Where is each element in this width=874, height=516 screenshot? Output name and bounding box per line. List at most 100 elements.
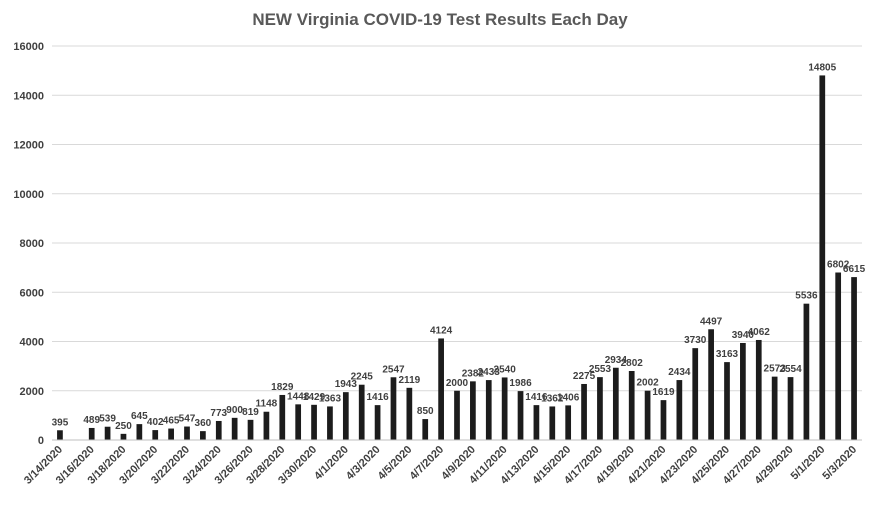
bar-26: [470, 381, 476, 440]
data-label-30: 1416: [525, 392, 548, 403]
x-tick-label-12: 4/7/2020: [407, 444, 446, 483]
data-label-5: 645: [131, 411, 148, 422]
data-label-48: 14805: [808, 62, 836, 73]
bar-21: [390, 377, 397, 440]
data-label-41: 4497: [700, 316, 723, 327]
bar-37: [644, 390, 651, 440]
y-tick-label-6: 12000: [13, 140, 44, 152]
x-tick-label-9: 4/1/2020: [312, 444, 351, 483]
data-label-39: 2434: [668, 367, 691, 378]
bar-43: [740, 342, 746, 440]
bars: [57, 75, 857, 440]
y-axis-ticks: 0 2000 4000 6000 8000 10000 12000 14000 16000: [13, 41, 44, 447]
bar-2: [88, 427, 95, 440]
bar-30: [533, 405, 540, 440]
bar-17: [327, 406, 333, 440]
y-tick-label-3: 6000: [20, 287, 44, 299]
y-tick-label-4: 8000: [20, 238, 44, 250]
y-tick-label-5: 10000: [13, 189, 44, 201]
data-label-45: 2573: [764, 364, 787, 375]
bar-12: [247, 419, 254, 440]
data-label-20: 1416: [366, 392, 389, 403]
bar-29: [517, 391, 524, 440]
bar-28: [501, 377, 508, 440]
bar-39: [676, 380, 683, 440]
data-label-38: 1619: [652, 387, 675, 398]
data-label-4: 250: [115, 421, 132, 432]
bar-40: [692, 348, 699, 440]
chart-title: NEW Virginia COVID-19 Test Results Each …: [252, 10, 628, 29]
bar-41: [708, 329, 714, 440]
bar-3: [104, 426, 111, 440]
bar-23: [422, 419, 429, 440]
gridlines: [52, 45, 862, 392]
data-label-24: 4124: [430, 325, 453, 336]
data-label-10: 773: [210, 408, 227, 419]
data-label-36: 2802: [621, 358, 644, 369]
bar-10: [215, 420, 222, 440]
bar-18: [342, 392, 349, 440]
x-axis-ticks: 3/14/20203/16/20203/18/20203/20/20203/22…: [22, 444, 859, 487]
x-tick-label-11: 4/5/2020: [376, 444, 415, 483]
data-label-18: 1943: [335, 379, 358, 390]
bar-19: [358, 384, 365, 440]
bar-15: [295, 404, 302, 440]
data-label-13: 1148: [256, 399, 278, 410]
data-label-50: 6615: [843, 264, 866, 275]
y-tick-label-8: 16000: [13, 41, 44, 53]
bar-47: [803, 303, 810, 440]
data-label-19: 2245: [351, 372, 374, 383]
data-label-35: 2934: [605, 355, 628, 366]
data-label-34: 2553: [589, 364, 612, 375]
bar-44: [755, 339, 762, 440]
y-tick-label-7: 14000: [13, 90, 44, 102]
data-label-40: 3730: [684, 335, 707, 346]
bar-45: [771, 376, 778, 440]
bar-27: [485, 380, 492, 440]
data-label-8: 547: [179, 414, 196, 425]
bar-6: [152, 430, 159, 440]
data-label-16: 1429: [303, 392, 326, 403]
data-label-47: 5536: [795, 291, 818, 302]
bar-20: [374, 405, 381, 440]
data-label-12: 819: [242, 407, 259, 418]
x-tick-label-25: 5/3/2020: [820, 444, 859, 483]
data-label-0: 395: [52, 417, 69, 428]
bar-11: [231, 417, 238, 440]
bar-32: [565, 405, 572, 440]
bar-7: [168, 428, 174, 440]
data-label-37: 2002: [636, 378, 659, 389]
data-label-46: 2554: [779, 364, 802, 375]
bar-4: [120, 433, 127, 440]
bar-16: [311, 404, 317, 440]
bar-46: [787, 377, 794, 440]
x-tick-label-10: 4/3/2020: [344, 444, 383, 483]
data-label-28: 2540: [494, 364, 517, 375]
data-label-22: 2119: [399, 375, 421, 386]
x-tick-label-24: 5/1/2020: [789, 444, 828, 483]
bar-48: [819, 75, 826, 440]
y-tick-label-0: 0: [38, 435, 44, 447]
data-label-6: 402: [147, 417, 164, 428]
data-label-3: 539: [99, 414, 116, 425]
data-label-17: 1363: [319, 393, 342, 404]
bar-13: [263, 411, 270, 440]
data-label-7: 465: [163, 416, 180, 427]
data-label-29: 1986: [509, 378, 532, 389]
data-label-42: 3163: [716, 349, 739, 360]
bar-50: [851, 277, 857, 440]
y-tick-label-2: 4000: [20, 337, 44, 349]
data-label-26: 2382: [462, 368, 485, 379]
data-label-31: 1362: [541, 393, 564, 404]
bar-38: [660, 400, 667, 440]
data-label-44: 4062: [748, 327, 771, 338]
data-label-23: 850: [417, 406, 434, 417]
bar-9: [200, 431, 206, 440]
data-label-49: 6802: [827, 260, 850, 271]
data-label-21: 2547: [382, 364, 405, 375]
data-label-9: 360: [195, 418, 212, 429]
data-label-27: 2433: [478, 367, 501, 378]
